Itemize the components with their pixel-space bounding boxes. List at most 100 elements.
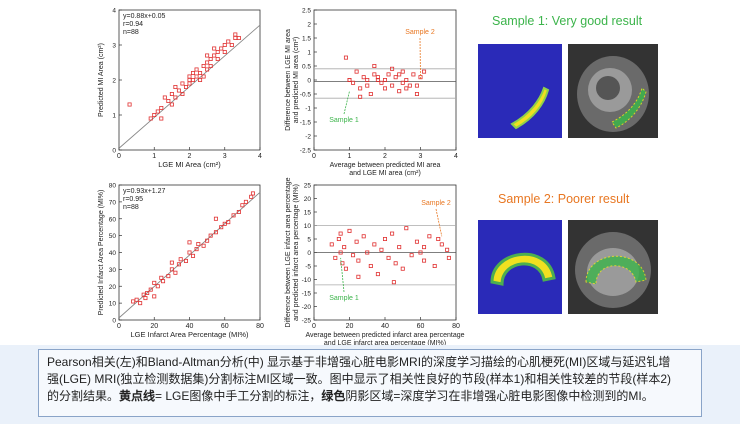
data-point-0 [212,46,217,51]
data-point-0 [176,88,181,93]
data-point-2 [176,262,181,267]
data-point-1 [351,80,356,85]
data-point-1 [393,75,398,80]
stat-annotation-2: r=0.95 [123,196,143,203]
data-point-3 [400,266,405,271]
data-point-3 [338,250,343,255]
stat-annotation-0: y=0.88x+0.05 [123,13,166,20]
y-tick-label-0: 0 [112,148,116,155]
data-point-0 [198,78,203,83]
data-point-2 [152,280,157,285]
x-tick-label-0: 1 [152,153,156,160]
y-axis-label-3: Difference between LGE infarct area perc… [285,177,292,327]
y-tick-label-2: 80 [109,183,117,190]
data-point-3 [386,255,391,260]
y-axis-label-cont-3: and predicted infarct area percentage (M… [293,184,300,321]
data-point-0 [215,57,220,62]
stat-annotation-0: n=88 [123,29,139,36]
sample2-mri-svg [568,220,658,314]
data-point-1 [386,72,391,77]
y-tick-label-1: 0 [307,78,311,85]
data-point-2 [143,296,148,301]
data-point-3 [391,280,396,285]
data-point-1 [414,83,419,88]
data-point-3 [382,236,387,241]
data-point-2 [169,267,174,272]
data-point-2 [201,243,206,248]
data-point-3 [354,239,359,244]
data-point-2 [134,297,139,302]
data-point-0 [180,92,185,97]
y-axis-label-2: Predicted Infarct Area Percentage (MI%) [98,190,105,316]
data-point-0 [159,106,164,111]
data-point-1 [382,78,387,83]
y-tick-label-3: -15 [302,291,312,298]
y-tick-label-3: -25 [302,318,312,325]
sample2-mri-overlay [585,255,647,285]
sample1-mri-svg [568,44,658,138]
data-point-0 [191,71,196,76]
sample2-title: Sample 2: Poorer result [498,192,630,206]
caption-line-1: Pearson相关(左)和Bland-Altman分析(中) 显示基于非增强心脏… [47,355,671,369]
data-point-0 [233,32,238,37]
data-point-0 [208,64,213,69]
data-point-0 [229,43,234,48]
data-point-0 [180,81,185,86]
x-tick-label-1: 3 [419,153,423,160]
data-point-3 [445,247,450,252]
data-point-2 [250,191,255,196]
sample1-arrow-1 [343,91,350,115]
y-tick-label-3: 20 [304,196,312,203]
y-tick-label-0: 1 [112,113,116,120]
data-point-2 [148,287,153,292]
y-tick-label-3: -20 [302,304,312,311]
data-point-3 [333,255,338,260]
data-point-0 [155,109,160,114]
y-tick-label-2: 40 [109,250,117,257]
sample2-mri-image [568,220,658,314]
y-axis-label-cont-1: and predicted MI area (cm²) [293,37,300,123]
data-point-2 [187,240,192,245]
y-tick-label-1: -1.5 [300,120,312,127]
y-tick-label-0: 3 [112,43,116,50]
data-point-1 [368,92,373,97]
data-point-2 [155,284,160,289]
y-tick-label-2: 50 [109,233,117,240]
data-point-1 [407,83,412,88]
data-point-0 [219,46,224,51]
data-point-1 [414,92,419,97]
x-tick-label-1: 2 [383,153,387,160]
caption-line-3a: 的分割结果。 [47,389,120,403]
sample1-title: Sample 1: Very good result [492,14,643,28]
sample1-annotation-1: Sample 1 [329,117,359,124]
y-tick-label-1: -2 [305,134,311,141]
x-tick-label-0: 3 [223,153,227,160]
y-tick-label-1: -1 [305,106,311,113]
sample1-mask-shape [510,86,550,130]
data-point-0 [201,64,206,69]
x-tick-label-3: 0 [312,323,316,330]
y-tick-label-3: -10 [302,277,312,284]
x-tick-label-3: 80 [452,323,460,330]
data-point-2 [194,247,199,252]
data-point-2 [219,225,224,230]
data-point-3 [439,242,444,247]
data-point-1 [343,55,348,60]
y-tick-label-3: 5 [307,237,311,244]
plot-frame-1 [313,9,457,151]
y-tick-label-2: 10 [109,301,117,308]
data-point-3 [343,266,348,271]
data-point-1 [382,86,387,91]
caption-box: Pearson相关(左)和Bland-Altman分析(中) 显示基于非增强心脏… [38,349,702,417]
data-point-1 [400,80,405,85]
y-tick-label-3: 0 [307,250,311,257]
x-tick-label-2: 60 [221,323,229,330]
y-tick-label-2: 20 [109,284,117,291]
data-point-3 [379,247,384,252]
x-tick-label-3: 40 [381,323,389,330]
sample2-mask-image [478,220,562,314]
data-point-3 [427,234,432,239]
data-point-3 [422,258,427,263]
data-point-1 [365,83,370,88]
data-point-3 [422,245,427,250]
